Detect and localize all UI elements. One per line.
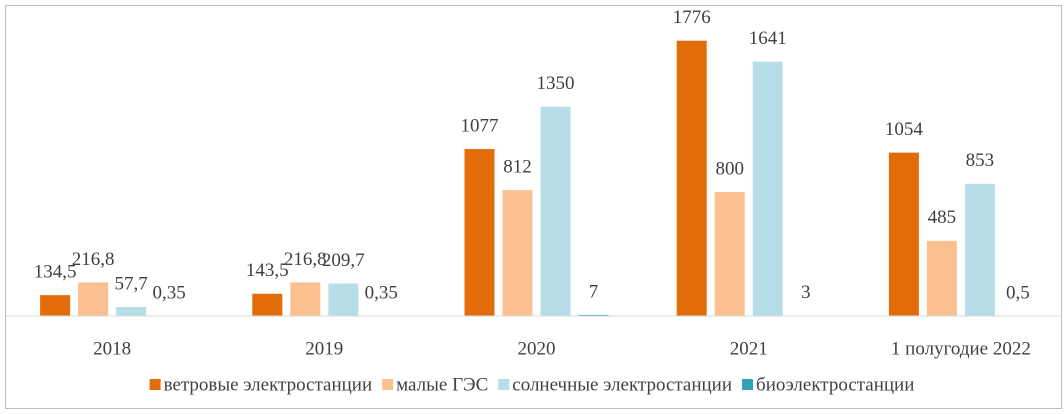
legend-marker bbox=[382, 379, 394, 390]
data-label: 209,7 bbox=[322, 250, 365, 271]
legend-label: солнечные электростанции bbox=[512, 374, 732, 395]
data-label: 1350 bbox=[537, 73, 575, 94]
bar bbox=[714, 192, 745, 316]
bar bbox=[964, 183, 995, 316]
data-label: 0,35 bbox=[365, 282, 398, 303]
bar bbox=[464, 149, 495, 316]
data-label: 7 bbox=[589, 281, 599, 302]
bar bbox=[926, 240, 957, 316]
legend-marker bbox=[498, 379, 510, 390]
x-tick-label: 2021 bbox=[730, 338, 768, 359]
bar bbox=[578, 314, 609, 316]
legend-marker bbox=[149, 379, 161, 390]
bar bbox=[676, 40, 707, 316]
data-label: 1776 bbox=[673, 7, 711, 28]
data-label: 3 bbox=[801, 282, 811, 303]
data-label: 0,35 bbox=[152, 282, 185, 303]
legend-label: ветровые электростанции bbox=[164, 374, 373, 395]
data-label: 1077 bbox=[461, 115, 499, 136]
data-label: 812 bbox=[503, 156, 532, 177]
bar bbox=[888, 152, 919, 316]
legend-label: малые ГЭС bbox=[396, 374, 488, 395]
bar bbox=[328, 283, 359, 316]
data-label: 0,5 bbox=[1006, 282, 1030, 303]
bar bbox=[116, 307, 147, 316]
legend-marker bbox=[742, 379, 754, 390]
x-tick-label: 2020 bbox=[518, 338, 556, 359]
x-tick-label: 1 полугодие 2022 bbox=[891, 338, 1031, 359]
data-label: 143,5 bbox=[246, 260, 289, 281]
data-label: 800 bbox=[715, 158, 744, 179]
x-tick-label: 2018 bbox=[93, 338, 131, 359]
bar bbox=[78, 282, 109, 316]
data-label: 216,8 bbox=[284, 249, 327, 270]
bar bbox=[752, 61, 783, 316]
chart-frame bbox=[5, 5, 1062, 409]
data-label: 1641 bbox=[749, 28, 787, 49]
bar bbox=[40, 295, 71, 316]
data-label: 1054 bbox=[885, 119, 924, 140]
bar bbox=[252, 293, 283, 316]
data-label: 216,8 bbox=[72, 249, 115, 270]
data-label: 57,7 bbox=[114, 273, 147, 294]
data-label: 485 bbox=[928, 207, 957, 228]
data-label: 853 bbox=[966, 150, 995, 171]
x-tick-label: 2019 bbox=[305, 338, 343, 359]
bar bbox=[290, 282, 321, 316]
bar bbox=[540, 106, 571, 316]
legend-label: биоэлектростанции bbox=[756, 374, 914, 395]
data-label: 134,5 bbox=[34, 262, 77, 283]
bar bbox=[502, 190, 533, 316]
